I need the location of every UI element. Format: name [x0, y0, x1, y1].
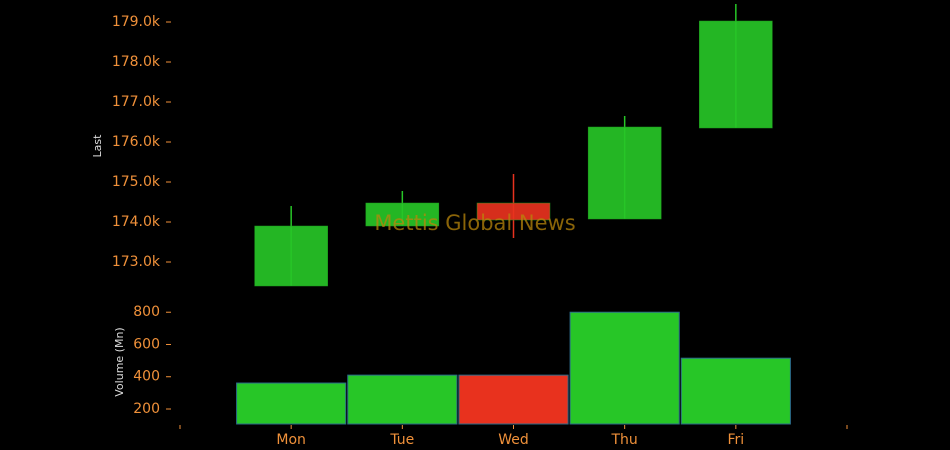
y-tick-label: 177.0k — [112, 94, 161, 110]
y2-tick-label: 800 — [133, 304, 160, 320]
candle-body — [587, 126, 662, 220]
candle-body — [365, 202, 440, 227]
x-tick-label: Mon — [276, 432, 306, 448]
x-tick-label: Tue — [389, 432, 414, 448]
y-tick-label: 174.0k — [112, 214, 161, 230]
x-tick-label: Fri — [727, 432, 744, 448]
volume-bar — [458, 374, 569, 425]
y2-tick-label: 400 — [133, 369, 160, 385]
candle-body — [476, 202, 551, 221]
volume-bar — [347, 374, 458, 425]
y-tick-label: 178.0k — [112, 54, 161, 70]
y2-tick-label: 200 — [133, 401, 160, 417]
y2-tick-label: 600 — [133, 336, 160, 352]
y-tick-label: 173.0k — [112, 254, 161, 270]
y-tick-label: 179.0k — [112, 14, 161, 30]
x-tick-label: Thu — [611, 432, 638, 448]
watermark: Mettis Global News — [374, 211, 575, 235]
candle-body — [254, 225, 328, 287]
y-tick-label: 176.0k — [112, 134, 161, 150]
y-axis-label: Last — [91, 134, 104, 158]
y2-axis-label: Volume (Mn) — [113, 327, 126, 396]
volume-bar — [236, 382, 347, 425]
volume-bar — [569, 311, 680, 425]
candle-body — [699, 20, 773, 129]
y-tick-label: 175.0k — [112, 174, 161, 190]
volume-bar — [680, 357, 791, 425]
x-tick-label: Wed — [498, 432, 529, 448]
